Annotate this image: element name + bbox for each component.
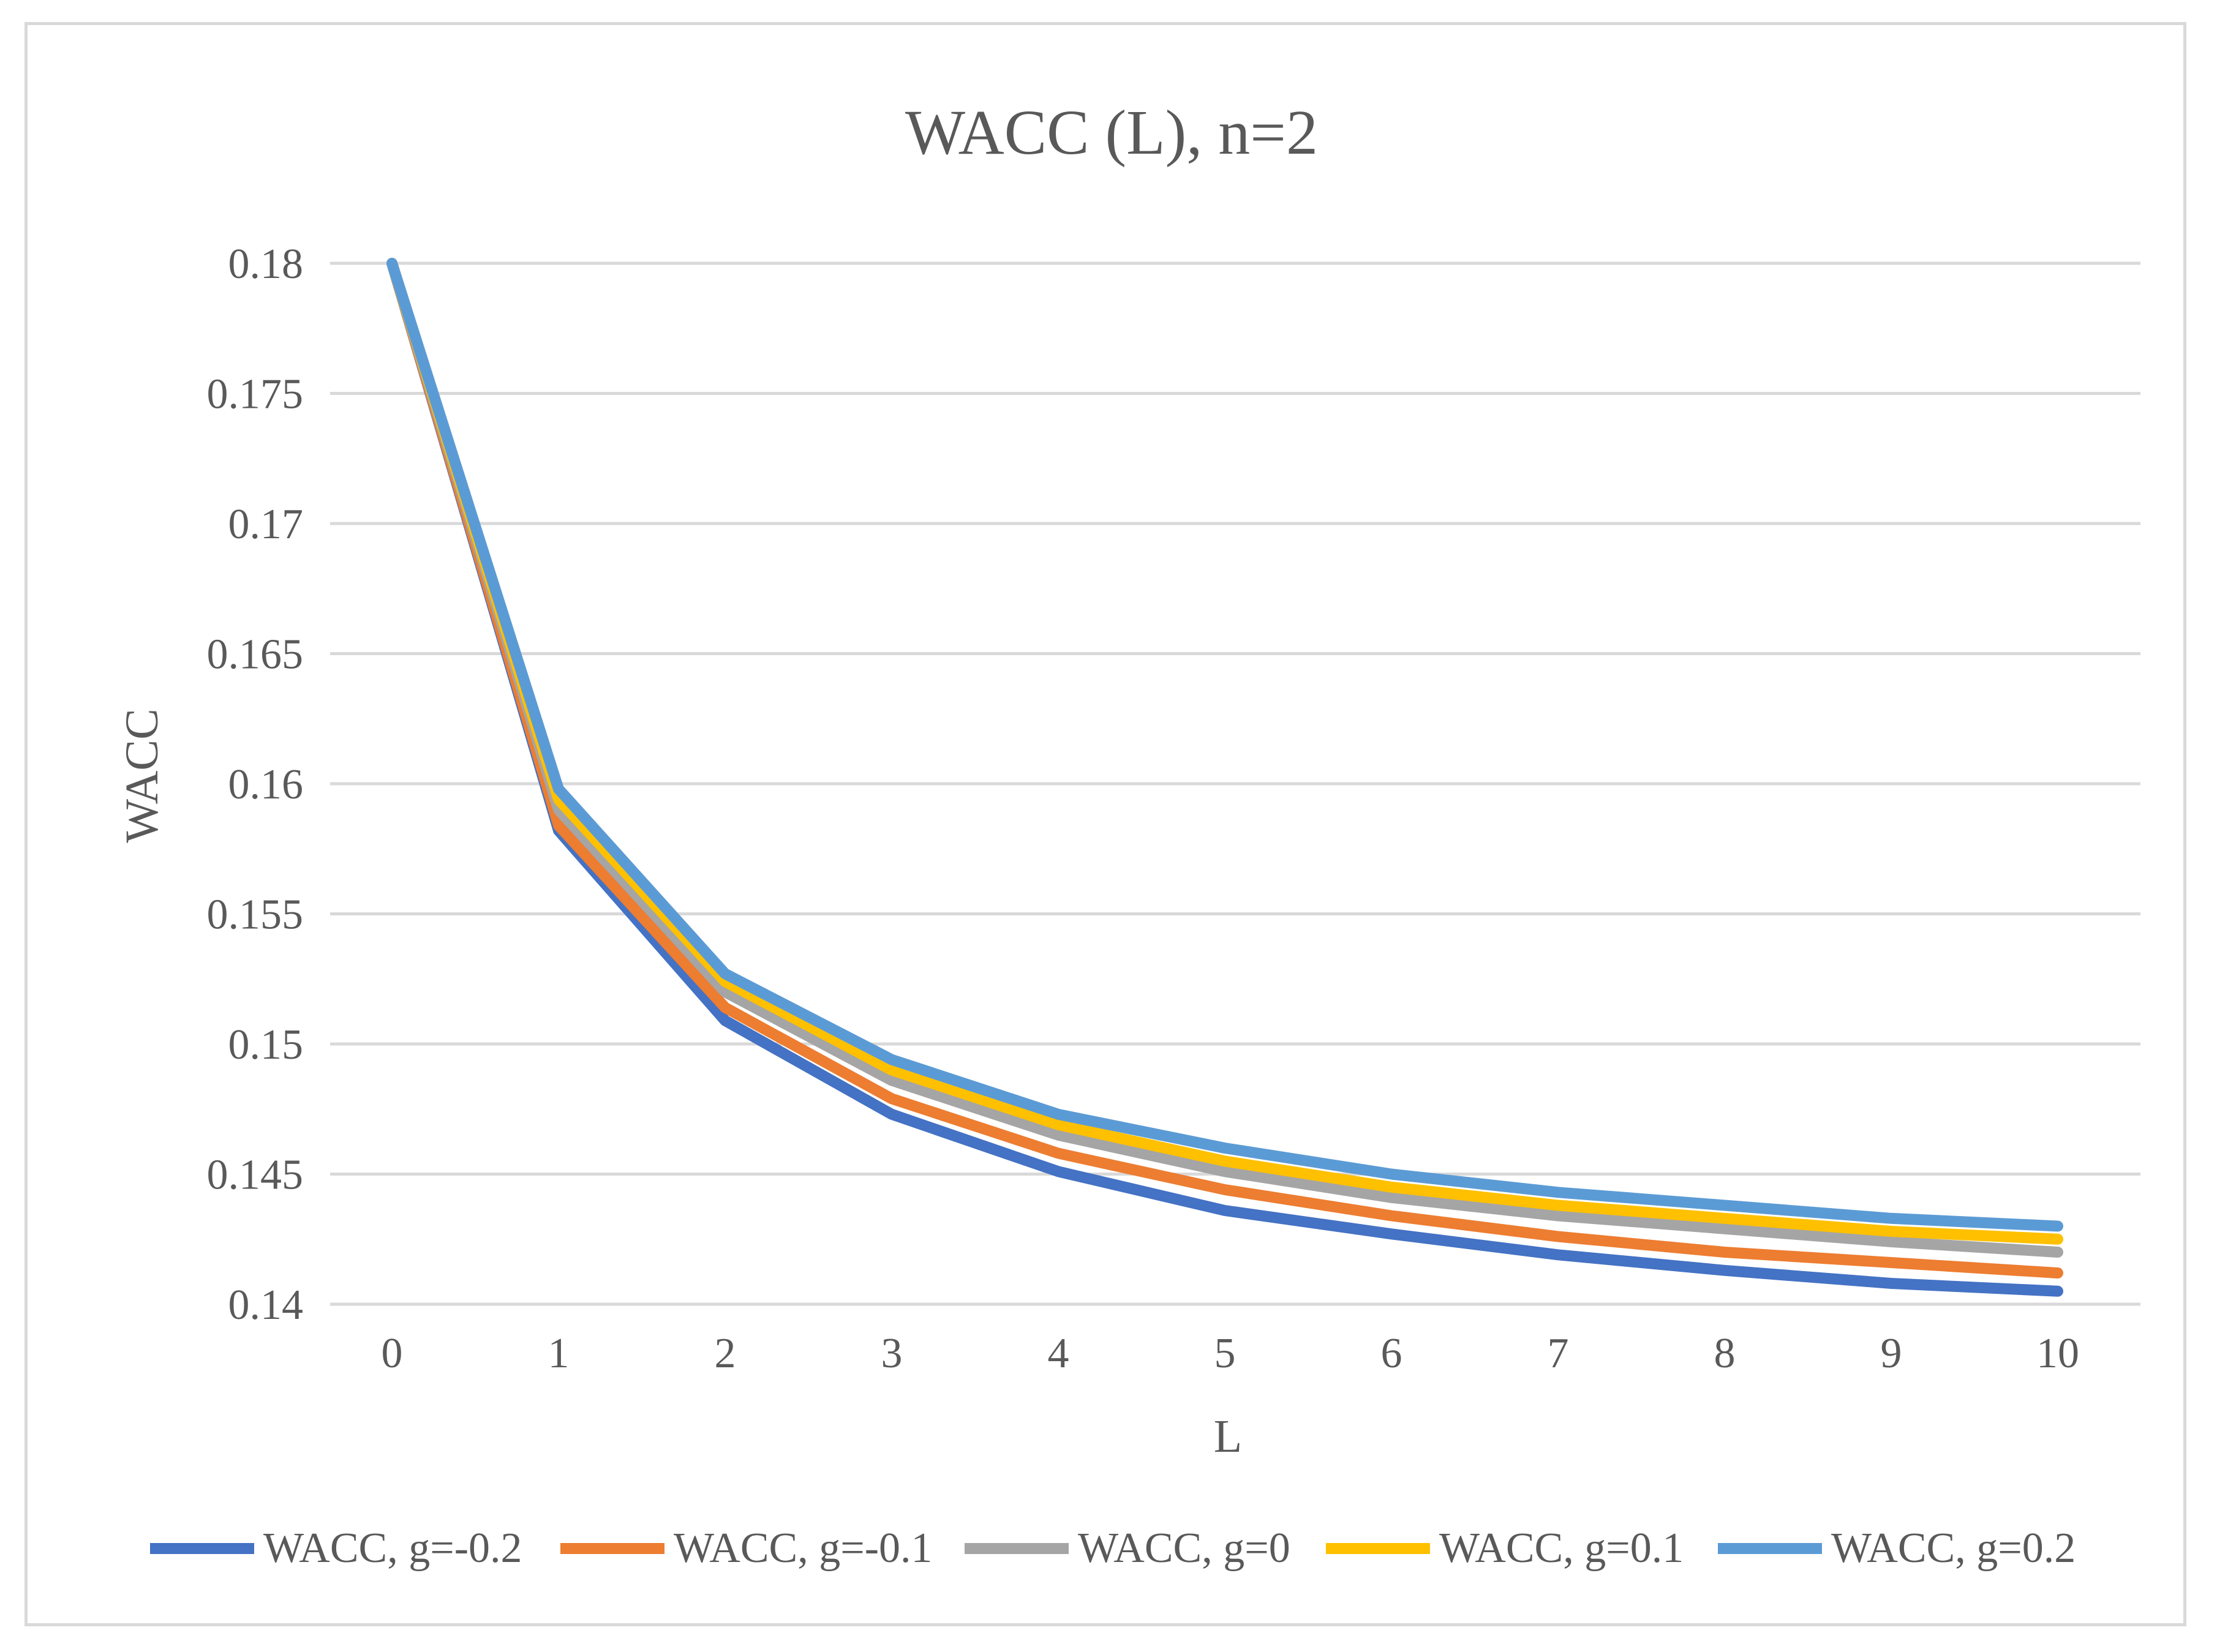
y-tick-label: 0.16 <box>228 761 304 808</box>
x-tick-label: 0 <box>382 1330 403 1377</box>
legend-label: WACC, g=0.2 <box>1831 1525 2076 1572</box>
x-tick-label: 4 <box>1048 1330 1069 1377</box>
y-axis-title: WACC <box>116 708 168 843</box>
x-tick-label: 6 <box>1381 1330 1402 1377</box>
series-line <box>386 258 2063 1245</box>
y-tick-label: 0.14 <box>228 1282 304 1329</box>
series-line <box>386 258 2063 1278</box>
series-lines <box>386 258 2063 1297</box>
x-tick-label: 10 <box>2036 1330 2079 1377</box>
series-line <box>386 258 2063 1232</box>
x-tick-label: 2 <box>715 1330 736 1377</box>
x-tick-label: 8 <box>1714 1330 1736 1377</box>
y-tick-label: 0.155 <box>207 892 304 939</box>
legend-label: WACC, g=0 <box>1078 1525 1290 1572</box>
x-tick-label: 9 <box>1881 1330 1902 1377</box>
x-tick-label: 1 <box>548 1330 570 1377</box>
y-tick-label: 0.175 <box>207 371 304 418</box>
y-tick-labels: 0.14 0.145 0.15 0.155 0.16 0.165 0.17 0.175 0.18 <box>207 241 304 1329</box>
x-axis-title: L <box>1214 1411 1242 1462</box>
x-tick-label: 7 <box>1548 1330 1569 1377</box>
legend-label: WACC, g=-0.1 <box>674 1525 933 1572</box>
y-tick-label: 0.165 <box>207 631 304 678</box>
legend-label: WACC, g=-0.2 <box>263 1525 522 1572</box>
chart-title: WACC (L), n=2 <box>905 97 1318 168</box>
y-tick-label: 0.17 <box>228 501 304 548</box>
x-tick-label: 3 <box>881 1330 903 1377</box>
x-tick-label: 5 <box>1214 1330 1236 1377</box>
chart-svg: WACC (L), n=2 0.14 0.145 0.15 0.155 0.16 0.16… <box>116 97 2140 1572</box>
series-line <box>386 258 2063 1297</box>
series-line <box>386 258 2063 1258</box>
y-tick-label: 0.18 <box>228 241 304 288</box>
y-tick-label: 0.15 <box>228 1021 304 1068</box>
x-tick-labels: 0 1 2 3 4 5 6 7 8 9 10 <box>382 1330 2080 1377</box>
legend: WACC, g=-0.2 WACC, g=-0.1 WACC, g=0 WACC, g… <box>150 1525 2076 1572</box>
y-tick-label: 0.145 <box>207 1152 304 1199</box>
legend-label: WACC, g=0.1 <box>1439 1525 1684 1572</box>
chart-frame: WACC (L), n=2 0.14 0.145 0.15 0.155 0.16 0.16… <box>24 22 2186 1626</box>
